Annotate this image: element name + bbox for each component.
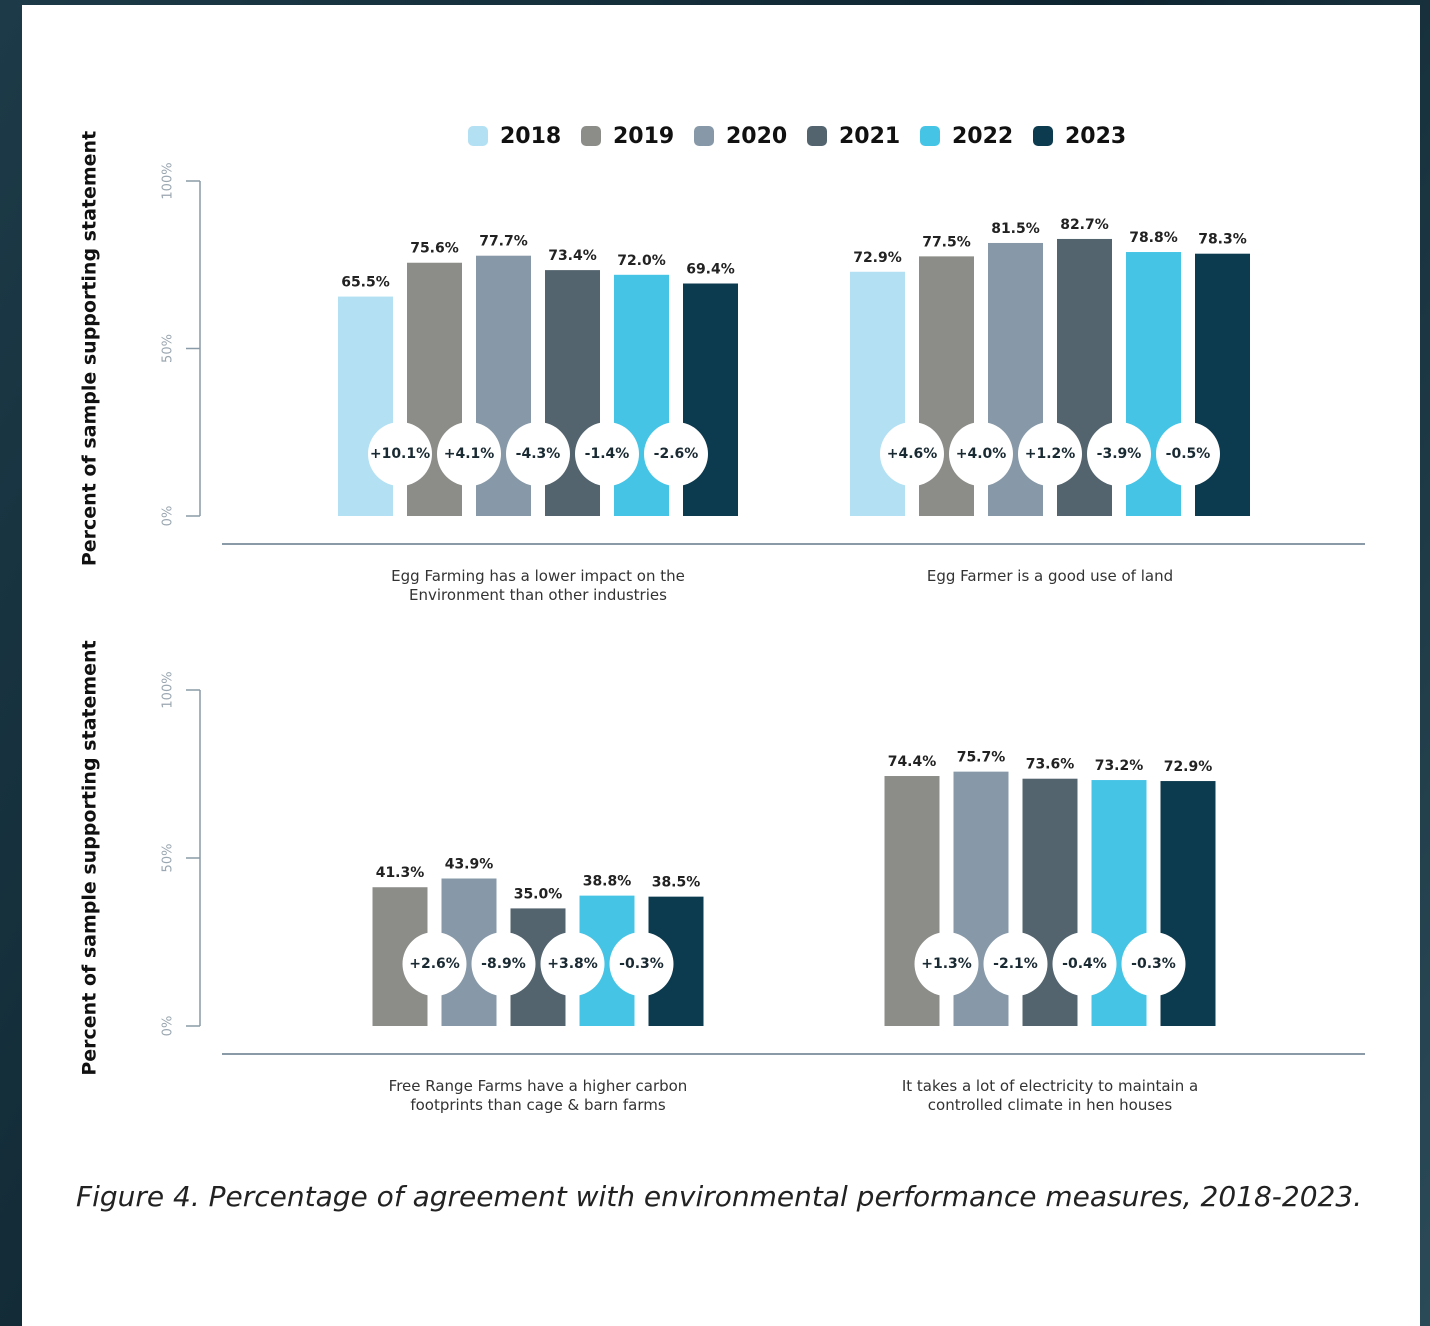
y-tick-label: 100%: [161, 671, 176, 708]
y-tick-label: 50%: [161, 334, 176, 363]
legend-swatch: [1033, 126, 1053, 146]
change-label: +10.1%: [370, 446, 430, 462]
change-label: -0.5%: [1166, 446, 1211, 462]
change-label: -3.9%: [1097, 446, 1142, 462]
y-tick-label: 50%: [161, 844, 176, 873]
y-tick-label: 100%: [161, 162, 176, 199]
value-label: 73.6%: [1026, 757, 1075, 773]
value-label: 78.8%: [1129, 230, 1178, 246]
change-badge: [1156, 422, 1220, 486]
change-badge: [644, 422, 708, 486]
change-label: +4.0%: [956, 446, 1007, 462]
value-label: 77.7%: [479, 234, 528, 250]
value-label: 69.4%: [686, 262, 735, 278]
change-badge: [1121, 932, 1186, 996]
change-label: -0.3%: [619, 956, 664, 972]
value-label: 77.5%: [922, 234, 971, 250]
change-label: -4.3%: [516, 446, 561, 462]
change-label: -0.4%: [1062, 956, 1107, 972]
change-badge: [914, 932, 979, 996]
change-badge: [437, 422, 501, 486]
card: [22, 5, 1420, 1326]
change-badge: [575, 422, 639, 486]
legend-swatch: [920, 126, 940, 146]
change-badge: [880, 422, 944, 486]
change-label: -0.3%: [1131, 956, 1176, 972]
change-label: -2.1%: [993, 956, 1038, 972]
caption: Figure 4. Percentage of agreement with e…: [76, 1180, 1363, 1213]
category-label: Free Range Farms have a higher carbon fo…: [388, 1077, 688, 1114]
change-badge: [402, 932, 467, 996]
value-label: 75.6%: [410, 241, 459, 257]
legend-swatch: [807, 126, 827, 146]
legend-swatch: [468, 126, 488, 146]
change-badge: [1087, 422, 1151, 486]
category-label: It takes a lot of electricity to maintai…: [901, 1077, 1199, 1114]
change-badge: [609, 932, 674, 996]
value-label: 82.7%: [1060, 217, 1109, 233]
legend-label: 2019: [613, 124, 674, 149]
value-label: 73.2%: [1095, 758, 1144, 774]
change-label: -8.9%: [481, 956, 526, 972]
value-label: 65.5%: [341, 275, 390, 291]
value-label: 72.0%: [617, 253, 666, 269]
legend-label: 2022: [952, 124, 1013, 149]
change-badge: [368, 422, 432, 486]
value-label: 73.4%: [548, 248, 597, 264]
change-label: +3.8%: [547, 956, 598, 972]
legend-label: 2018: [500, 124, 561, 149]
value-label: 75.7%: [957, 750, 1006, 766]
change-label: +4.6%: [887, 446, 938, 462]
y-tick-label: 0%: [161, 1016, 176, 1037]
legend-label: 2021: [839, 124, 900, 149]
value-label: 38.8%: [583, 874, 632, 890]
category-label: Egg Farming has a lower impact on the En…: [391, 567, 685, 604]
value-label: 81.5%: [991, 221, 1040, 237]
legend-swatch: [581, 126, 601, 146]
change-label: -1.4%: [585, 446, 630, 462]
legend-label: 2020: [726, 124, 787, 149]
value-label: 78.3%: [1198, 232, 1247, 248]
y-axis-label: Percent of sample supporting statement: [79, 131, 101, 566]
change-badge: [506, 422, 570, 486]
change-badge: [540, 932, 605, 996]
change-badge: [1052, 932, 1117, 996]
bar: [338, 296, 393, 516]
value-label: 43.9%: [445, 856, 494, 872]
legend-swatch: [694, 126, 714, 146]
value-label: 72.9%: [1164, 759, 1213, 775]
value-label: 35.0%: [514, 886, 563, 902]
change-badge: [471, 932, 536, 996]
value-label: 41.3%: [376, 865, 425, 881]
change-badge: [949, 422, 1013, 486]
change-label: +1.3%: [921, 956, 972, 972]
category-label: Egg Farmer is a good use of land: [926, 567, 1174, 585]
change-badge: [1018, 422, 1082, 486]
y-tick-label: 0%: [161, 506, 176, 527]
y-axis-label: Percent of sample supporting statement: [79, 640, 101, 1075]
change-label: -2.6%: [654, 446, 699, 462]
value-label: 38.5%: [652, 875, 701, 891]
legend-label: 2023: [1065, 124, 1126, 149]
change-badge: [983, 932, 1048, 996]
change-label: +2.6%: [409, 956, 460, 972]
change-label: +4.1%: [444, 446, 495, 462]
value-label: 74.4%: [888, 754, 937, 770]
value-label: 72.9%: [853, 250, 902, 266]
change-label: +1.2%: [1025, 446, 1076, 462]
